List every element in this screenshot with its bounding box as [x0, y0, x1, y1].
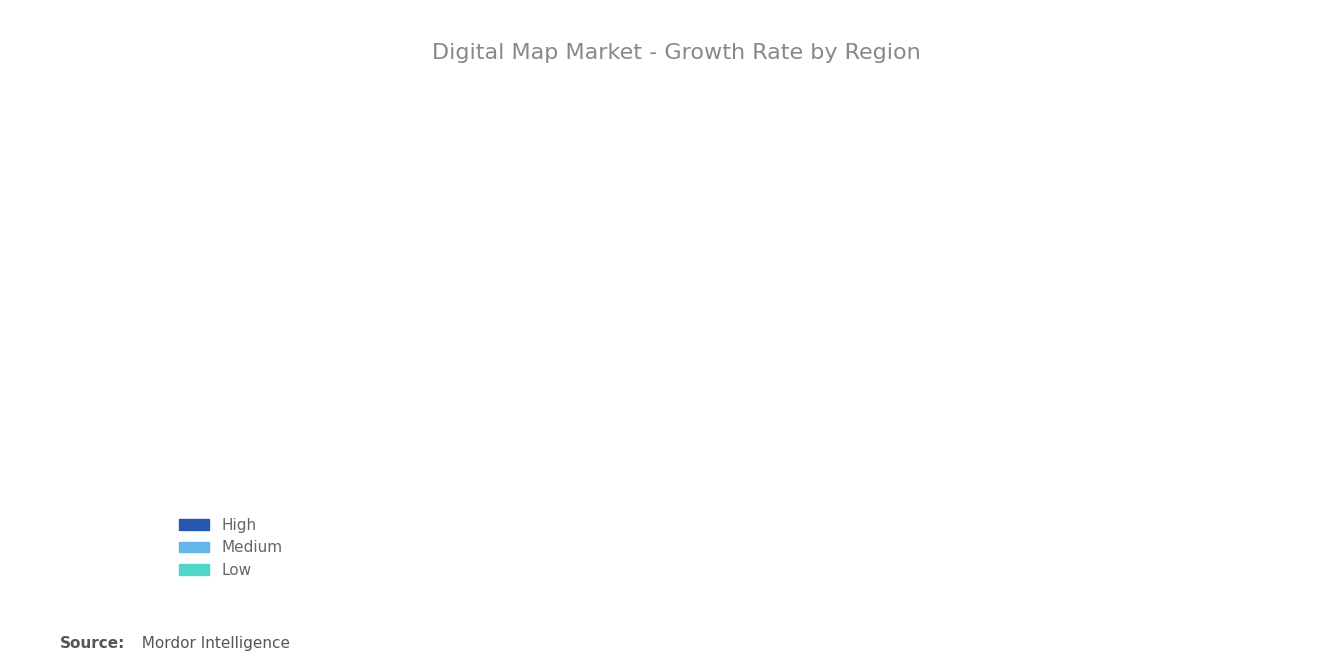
Legend: High, Medium, Low: High, Medium, Low: [173, 511, 289, 585]
Text: Mordor Intelligence: Mordor Intelligence: [132, 636, 290, 652]
Text: Source:: Source:: [59, 636, 125, 652]
Title: Digital Map Market - Growth Rate by Region: Digital Map Market - Growth Rate by Regi…: [432, 43, 921, 63]
